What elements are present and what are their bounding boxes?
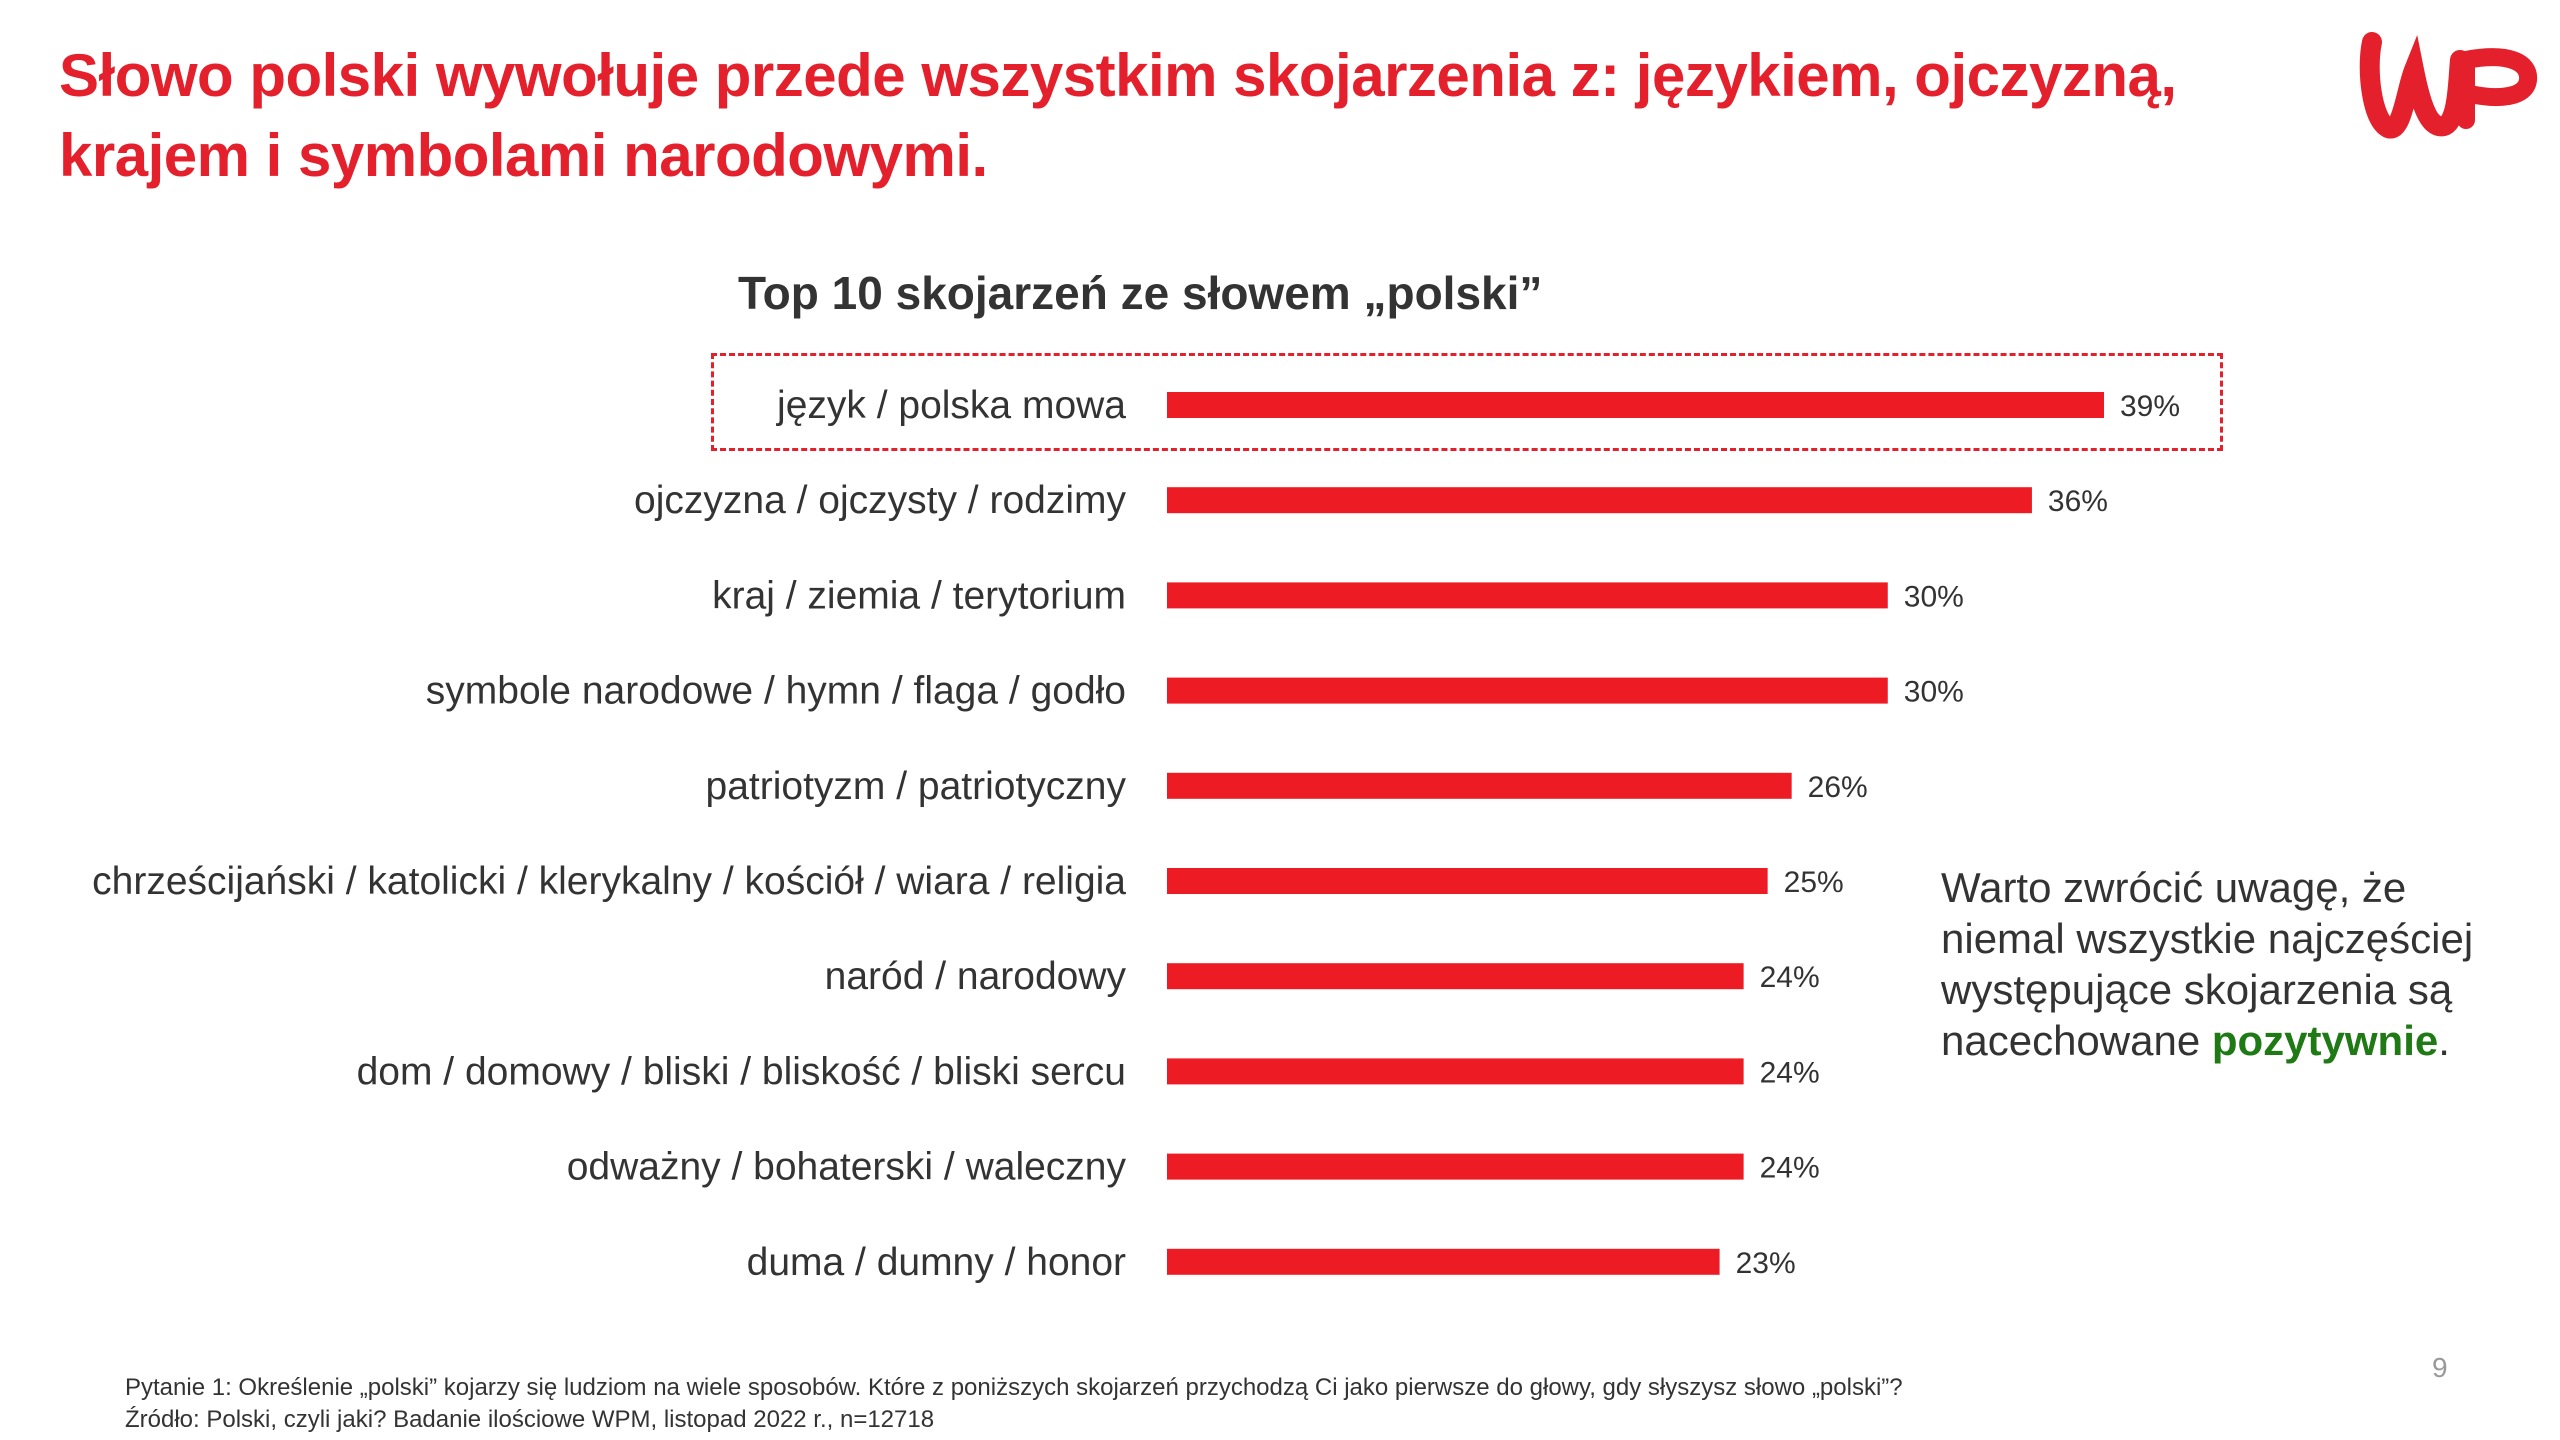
bar	[1167, 1248, 1720, 1275]
category-label: kraj / ziemia / terytorium	[712, 574, 1126, 617]
bar	[1167, 963, 1744, 990]
category-label: dom / domowy / bliski / bliskość / blisk…	[357, 1050, 1126, 1093]
bar	[1167, 868, 1768, 894]
value-label: 26%	[1808, 771, 1868, 804]
value-label: 30%	[1904, 676, 1964, 709]
value-label: 30%	[1904, 580, 1964, 613]
category-label: duma / dumny / honor	[747, 1241, 1126, 1284]
category-label: symbole narodowe / hymn / flaga / godło	[426, 670, 1126, 713]
value-label: 24%	[1760, 961, 1820, 994]
source-text: Źródło: Polski, czyli jaki? Badanie iloś…	[125, 1406, 935, 1433]
wp-logo	[2359, 32, 2538, 139]
side-note: Warto zwrócić uwagę, że niemal wszystkie…	[1941, 862, 2501, 1066]
footnote: Pytanie 1: Określenie „polski” kojarzy s…	[125, 1372, 1903, 1436]
bar	[1167, 677, 1888, 704]
category-label: odważny / bohaterski / waleczny	[567, 1146, 1127, 1189]
value-label: 24%	[1760, 1056, 1820, 1089]
highlight-box	[711, 353, 2223, 451]
value-label: 24%	[1760, 1152, 1820, 1185]
category-label: chrześcijański / katolicki / klerykalny …	[92, 860, 1126, 903]
value-label: 23%	[1736, 1247, 1796, 1280]
chart-title: Top 10 skojarzeń ze słowem „polski”	[738, 267, 1543, 319]
question-text: Pytanie 1: Określenie „polski” kojarzy s…	[125, 1374, 1903, 1401]
note-end: .	[2438, 1017, 2450, 1064]
bar	[1167, 392, 2104, 418]
bar	[1167, 582, 1888, 609]
value-label: 39%	[2120, 390, 2180, 423]
note-text: Warto zwrócić uwagę, że niemal wszystkie…	[1941, 864, 2474, 1064]
category-label: naród / narodowy	[825, 955, 1127, 998]
category-label: ojczyzna / ojczysty / rodzimy	[634, 479, 1126, 522]
bar	[1167, 487, 2032, 514]
bar	[1167, 1153, 1744, 1180]
page-number: 9	[2432, 1352, 2448, 1383]
bar	[1167, 772, 1792, 799]
bar	[1167, 1058, 1744, 1085]
note-emphasis: pozytywnie	[2211, 1017, 2439, 1064]
value-label: 36%	[2048, 485, 2108, 518]
value-label: 25%	[1784, 866, 1844, 899]
page-title: Słowo polski wywołuje przede wszystkim s…	[59, 42, 2177, 189]
category-label: patriotyzm / patriotyczny	[706, 765, 1127, 808]
category-label: język / polska mowa	[776, 384, 1126, 427]
